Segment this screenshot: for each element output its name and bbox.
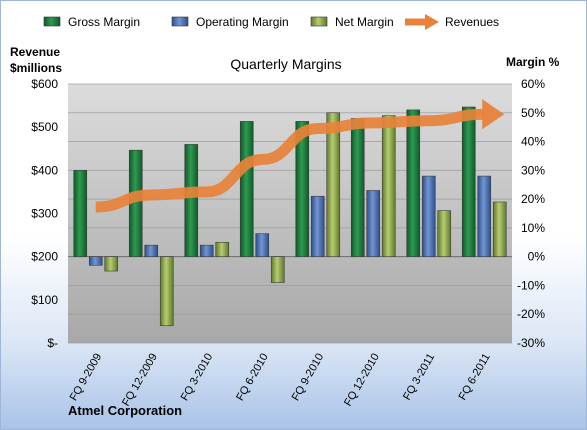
legend-swatch xyxy=(310,16,328,27)
net-margin-bar xyxy=(104,256,119,272)
gross-margin-bar xyxy=(406,109,421,257)
net-margin-bar xyxy=(215,241,230,257)
chart-title: Quarterly Margins xyxy=(230,56,341,72)
operating-margin-bar xyxy=(199,244,214,257)
net-margin-bar xyxy=(381,115,396,257)
right-tick-label: 0% xyxy=(528,250,546,264)
gross-margin-bar xyxy=(461,106,476,257)
right-tick-label: 50% xyxy=(521,106,545,120)
right-tick-label: -20% xyxy=(517,307,545,321)
net-margin-bar xyxy=(492,201,507,257)
right-tick-label: -30% xyxy=(517,336,545,350)
gross-margin-bar xyxy=(184,144,199,257)
legend-label: Revenues xyxy=(445,15,499,29)
category-label: FQ 6-2011 xyxy=(457,352,493,403)
operating-margin-bar xyxy=(310,195,325,257)
operating-margin-bar xyxy=(88,256,103,266)
category-label: FQ 3-2010 xyxy=(179,352,216,404)
left-axis-label-line1: Revenue xyxy=(10,45,60,59)
category-label: FQ 12-2010 xyxy=(342,352,382,409)
right-tick-label: -10% xyxy=(517,278,545,292)
left-axis-label-line2: $millions xyxy=(10,61,62,75)
category-labels: FQ 9-2009 FQ 12-2009 FQ 3-2010 FQ 6-2010 FQ … xyxy=(68,352,493,409)
left-tick-label: $600 xyxy=(31,77,58,91)
operating-margin-bar xyxy=(144,244,159,257)
right-axis-label: Margin % xyxy=(506,55,560,69)
right-tick-label: 30% xyxy=(521,163,545,177)
right-tick-label: 40% xyxy=(521,135,545,149)
operating-margin-bar xyxy=(421,175,436,257)
legend-swatch xyxy=(43,16,61,27)
left-tick-label: $200 xyxy=(31,250,58,264)
net-margin-bar xyxy=(270,256,285,283)
gross-margin-bar xyxy=(239,121,254,257)
revenue-line-path xyxy=(95,108,485,213)
right-axis-ticks: -30% -20% -10% 0% 10% 20% 30% 40% 50% 60% xyxy=(517,77,545,350)
operating-margin-bar xyxy=(477,175,492,257)
operating-margin-bar xyxy=(366,190,381,257)
company-name: Atmel Corporation xyxy=(68,403,182,418)
revenue-line xyxy=(95,99,505,213)
left-tick-label: $- xyxy=(47,336,58,350)
right-tick-label: 60% xyxy=(521,77,545,91)
right-tick-label: 10% xyxy=(521,221,545,235)
legend-label: Net Margin xyxy=(335,15,394,29)
operating-margin-bar xyxy=(255,233,270,257)
left-axis-ticks: $- $100 $200 $300 $400 $500 $600 xyxy=(31,77,58,350)
net-margin-bar xyxy=(326,112,341,257)
left-tick-label: $400 xyxy=(31,163,58,177)
left-tick-label: $100 xyxy=(31,293,58,307)
net-margin-bar xyxy=(159,256,174,327)
category-label: FQ 12-2009 xyxy=(120,352,160,409)
legend-label: Operating Margin xyxy=(196,15,289,29)
category-label: FQ 9-2010 xyxy=(290,352,327,404)
bar-marks xyxy=(73,106,507,327)
legend-label: Gross Margin xyxy=(68,15,140,29)
category-label: FQ 6-2010 xyxy=(234,352,271,404)
gross-margin-bar xyxy=(350,118,365,257)
revenue-arrowhead xyxy=(482,99,505,130)
left-tick-label: $500 xyxy=(31,120,58,134)
right-tick-label: 20% xyxy=(521,192,545,206)
left-tick-label: $300 xyxy=(31,207,58,221)
category-label: FQ 9-2009 xyxy=(68,352,105,404)
gross-margin-bar xyxy=(73,170,88,257)
net-margin-bar xyxy=(437,210,452,257)
gross-margin-bar xyxy=(295,121,310,257)
legend-arrow xyxy=(425,14,439,30)
legend-swatch xyxy=(171,16,189,27)
category-label: FQ 3-2011 xyxy=(401,352,437,403)
legend: Gross Margin Operating Margin Net Margin Re… xyxy=(43,14,499,30)
